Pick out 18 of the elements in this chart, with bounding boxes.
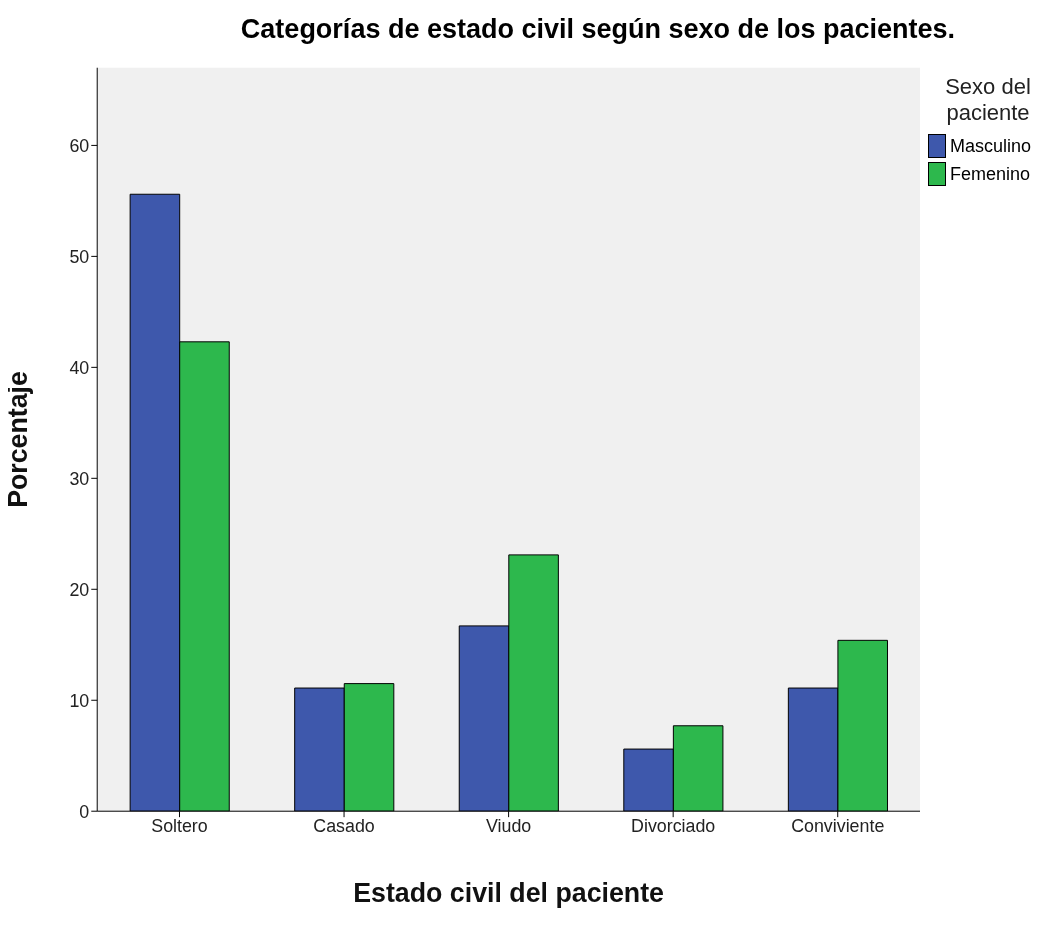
y-tick-label: 0 — [79, 801, 90, 822]
legend-label: Femenino — [950, 163, 1031, 185]
y-tick-label: 60 — [69, 135, 90, 156]
legend-title: Sexo del paciente — [944, 74, 1032, 126]
x-axis-title: Estado civil del paciente — [353, 878, 664, 909]
y-tick-label: 50 — [69, 246, 90, 267]
y-axis-title: Porcentaje — [3, 371, 34, 508]
chart-title: Categorías de estado civil según sexo de los pacientes. — [239, 13, 957, 46]
y-tick-label: 30 — [69, 468, 90, 489]
y-tick-label: 20 — [69, 579, 90, 600]
legend-label: Masculino — [950, 135, 1032, 157]
x-tick-label: Casado — [313, 815, 375, 836]
x-tick-label: Viudo — [485, 815, 532, 836]
x-tick-label: Divorciado — [631, 815, 716, 836]
y-tick-label: 10 — [69, 690, 90, 711]
x-tick-label: Soltero — [151, 815, 208, 836]
x-tick-label: Conviviente — [791, 815, 885, 836]
y-tick-label: 40 — [69, 357, 90, 378]
